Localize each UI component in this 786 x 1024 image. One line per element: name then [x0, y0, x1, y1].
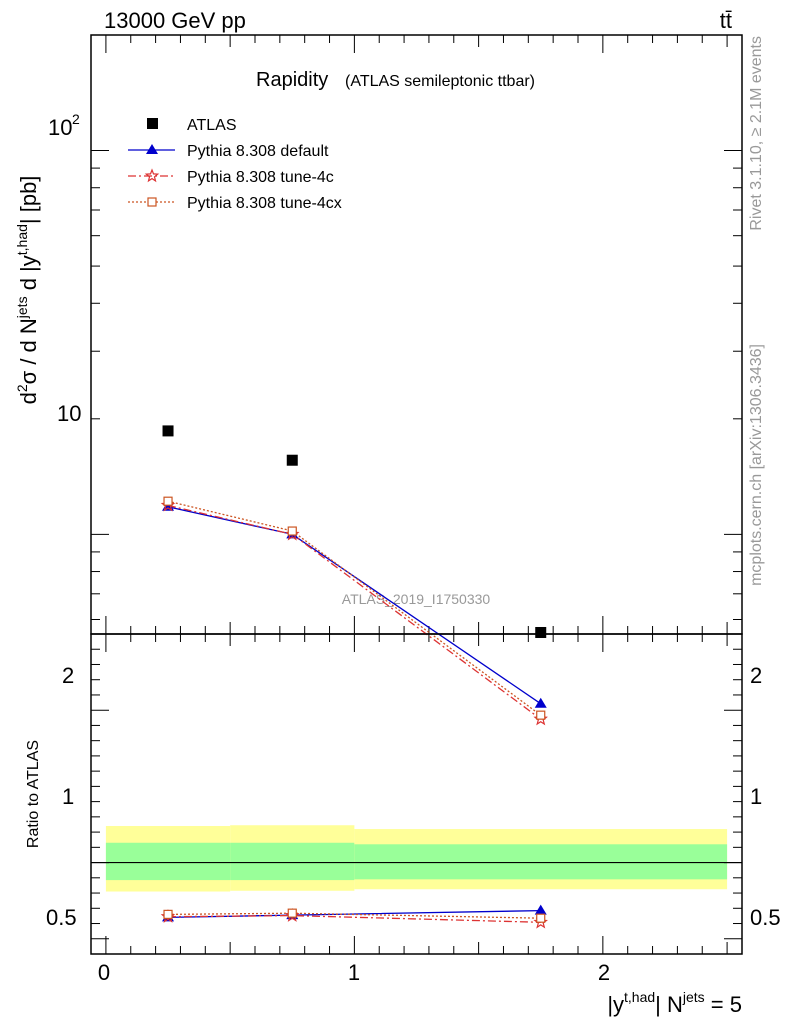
legend: ATLAS Pythia 8.308 default Pythia 8.308 … — [128, 117, 342, 212]
mc-point-tune4cx — [287, 526, 297, 536]
legend-label-atlas: ATLAS — [187, 117, 237, 134]
chart-title: Rapidity — [256, 69, 328, 91]
xtick-label-2: 2 — [598, 960, 610, 985]
ratio-ytick-label-2-left: 2 — [62, 663, 74, 688]
ratio-point-tune4cx — [163, 909, 173, 919]
header-right: tt̄ — [720, 8, 732, 33]
xlabel-jets: jets — [682, 989, 705, 1005]
ylabel-thad: t,had — [14, 224, 30, 255]
ytick-label-10: 10 — [57, 401, 81, 426]
legend-label-tune4c: Pythia 8.308 tune-4c — [187, 169, 334, 186]
ratio-point-tune4cx — [287, 908, 297, 918]
analysis-watermark: ATLAS_2019_I1750330 — [342, 591, 491, 607]
ratio-band-inner — [230, 842, 355, 881]
ytick-label-100-base: 10 — [48, 115, 72, 140]
mcplots-label: mcplots.cern.ch [arXiv:1306.3436] — [748, 344, 765, 586]
xtick-label-1: 1 — [348, 960, 360, 985]
xlabel-eq: = 5 — [705, 992, 742, 1017]
ylabel-dy: d |y — [16, 255, 41, 296]
legend-label-tune4cx: Pythia 8.308 tune-4cx — [187, 195, 342, 212]
ytick-label-100-exp: 2 — [72, 111, 80, 127]
ratio-ytick-label-05-left: 0.5 — [46, 905, 77, 930]
ratio-y-ticks — [91, 648, 742, 940]
ratio-x-ticks — [105, 634, 728, 954]
ratio-bands — [105, 825, 728, 892]
chart-subtitle: (ATLAS semileptonic ttbar) — [345, 73, 535, 90]
atlas-data-point — [286, 454, 298, 466]
atlas-data-point — [162, 425, 174, 437]
atlas-data-point — [535, 626, 547, 638]
ylabel-sigma: σ / d N — [16, 318, 41, 384]
ratio-band-inner — [105, 842, 231, 881]
legend-label-default: Pythia 8.308 default — [187, 143, 329, 160]
main-data-layer — [160, 425, 548, 726]
ratio-point-tune4cx — [536, 913, 546, 923]
ratio-ytick-label-1-right: 1 — [750, 784, 762, 809]
ratio-ytick-label-1-left: 1 — [62, 784, 74, 809]
legend-marker-default — [146, 144, 158, 154]
legend-marker-atlas — [147, 118, 158, 129]
ratio-ytick-label-2-right: 2 — [750, 663, 762, 688]
main-y-axis-label: d2σ / d Njets d |yt,had| [pb] — [14, 176, 41, 405]
header-left: 13000 GeV pp — [104, 8, 246, 33]
mc-point-default — [534, 697, 547, 708]
ylabel-sup2: 2 — [14, 384, 30, 392]
xlabel-y: |y — [607, 992, 624, 1017]
mc-line-tune4c — [167, 504, 542, 720]
x-axis-label: |yt,had| Njets = 5 — [607, 989, 742, 1017]
ylabel-jets: jets — [14, 296, 30, 319]
legend-marker-tune4cx — [147, 197, 157, 207]
ratio-panel: 2 1 0.5 2 1 0.5 0 1 2 Ratio to ATLAS |yt… — [25, 633, 781, 1017]
xlabel-thad: t,had — [624, 989, 655, 1005]
xlabel-nj: | N — [655, 992, 683, 1017]
ratio-y-axis-label: Ratio to ATLAS — [25, 740, 42, 848]
ylabel-d: d — [16, 392, 41, 404]
ratio-point-default — [534, 904, 547, 915]
rivet-label: Rivet 3.1.10, ≥ 2.1M events — [748, 36, 765, 231]
svg-text:d2σ / d Njets d |yt,had| [pb]: d2σ / d Njets d |yt,had| [pb] — [14, 176, 41, 405]
mc-line-tune4cx — [167, 500, 542, 716]
legend-marker-tune4c — [144, 168, 160, 183]
ratio-data-layer — [160, 904, 548, 929]
main-y-ticks — [91, 34, 742, 620]
ratio-frame — [90, 633, 743, 955]
ratio-ytick-label-05-right: 0.5 — [750, 905, 781, 930]
ratio-band-inner — [354, 844, 728, 880]
mc-point-tune4cx — [163, 496, 173, 506]
mc-point-tune4cx — [536, 710, 546, 720]
main-panel: 10 10 2 d2σ / d Njets d |yt,had| [pb] Ra… — [14, 34, 743, 726]
main-x-ticks — [105, 35, 728, 634]
ylabel-unit: | [pb] — [16, 176, 41, 225]
xtick-label-0: 0 — [98, 960, 110, 985]
